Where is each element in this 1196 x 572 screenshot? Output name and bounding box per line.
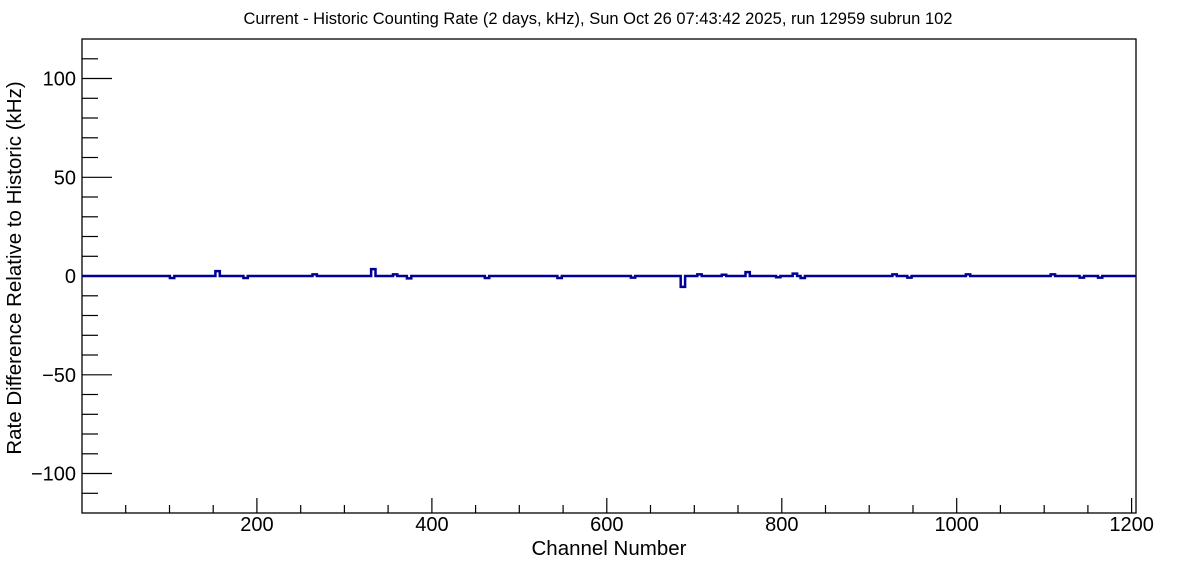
y-tick-label: −100 — [31, 464, 76, 486]
x-tick-label: 800 — [765, 514, 798, 536]
y-tick-label: 50 — [54, 167, 76, 189]
x-axis-title: Channel Number — [531, 537, 687, 560]
x-tick-label: 1000 — [934, 514, 979, 536]
x-tick-label: 1200 — [1109, 514, 1154, 536]
x-tick-label: 400 — [415, 514, 448, 536]
x-tick-label: 200 — [240, 514, 273, 536]
rate-difference-line — [82, 267, 1136, 289]
y-tick-label: 100 — [43, 69, 76, 91]
x-tick-label: 600 — [590, 514, 623, 536]
y-tick-label: 0 — [65, 266, 76, 288]
plot-title: Current - Historic Counting Rate (2 days… — [243, 10, 953, 28]
y-tick-label: −50 — [42, 365, 76, 387]
